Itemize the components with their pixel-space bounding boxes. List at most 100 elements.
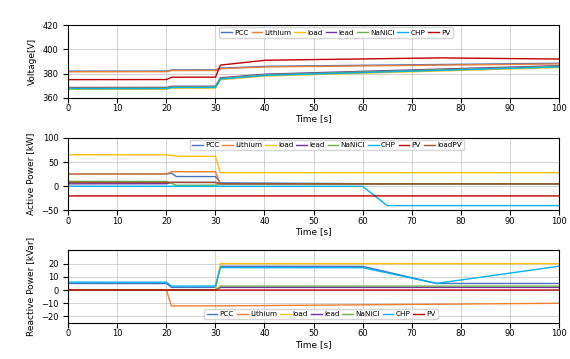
PV: [431, 194, 438, 198]
lead: [555, 285, 562, 290]
Lithium: [555, 62, 562, 66]
Line: CHP: CHP: [68, 186, 559, 206]
PV: [154, 78, 161, 82]
PV: [154, 194, 161, 198]
NaNiCl: [384, 69, 390, 73]
X-axis label: Time [s]: Time [s]: [295, 227, 332, 236]
NaNiCl: [65, 179, 72, 183]
loadPV: [384, 182, 390, 186]
lead: [65, 182, 72, 186]
Lithium: [384, 182, 391, 186]
load: [384, 70, 390, 75]
PV: [384, 194, 390, 198]
lead: [359, 285, 366, 290]
X-axis label: Time [s]: Time [s]: [295, 115, 332, 123]
Line: Lithium: Lithium: [68, 172, 559, 184]
Lithium: [65, 70, 72, 74]
CHP: [168, 284, 175, 288]
Lithium: [154, 172, 161, 176]
NaNiCl: [154, 86, 161, 90]
CHP: [253, 184, 259, 188]
NaNiCl: [468, 67, 475, 71]
NaNiCl: [173, 183, 180, 187]
Legend: PCC, Lithium, load, lead, NaNiCl, CHP, PV: PCC, Lithium, load, lead, NaNiCl, CHP, P…: [205, 309, 438, 320]
Lithium: [431, 302, 438, 306]
Line: PV: PV: [68, 58, 559, 80]
NaNiCl: [253, 284, 259, 288]
PV: [555, 57, 562, 61]
PCC: [468, 62, 475, 66]
lead: [384, 69, 390, 73]
PV: [384, 56, 390, 61]
Lithium: [431, 182, 438, 186]
CHP: [253, 74, 259, 78]
CHP: [555, 65, 562, 69]
PV: [433, 56, 439, 60]
PCC: [217, 264, 224, 269]
PV: [555, 288, 562, 292]
load: [154, 153, 161, 157]
load: [65, 288, 72, 292]
PCC: [154, 172, 161, 176]
Line: loadPV: loadPV: [68, 182, 559, 184]
PCC: [168, 171, 175, 175]
NaNiCl: [359, 284, 366, 288]
PCC: [168, 285, 175, 290]
Lithium: [168, 169, 175, 174]
PCC: [65, 172, 72, 176]
Line: lead: lead: [68, 182, 559, 184]
PV: [65, 194, 72, 198]
Lithium: [154, 70, 161, 74]
loadPV: [217, 182, 224, 186]
Lithium: [431, 63, 438, 67]
PCC: [384, 182, 391, 186]
PCC: [555, 182, 562, 186]
lead: [359, 69, 366, 74]
Lithium: [555, 301, 562, 306]
NaNiCl: [253, 73, 259, 78]
lead: [253, 73, 259, 77]
load: [431, 69, 438, 73]
Y-axis label: Voltage[V]: Voltage[V]: [28, 38, 37, 85]
load: [253, 75, 259, 79]
Lithium: [384, 64, 390, 68]
loadPV: [359, 182, 366, 186]
load: [468, 261, 475, 266]
PCC: [253, 264, 259, 269]
CHP: [65, 280, 72, 284]
CHP: [431, 68, 438, 73]
lead: [65, 85, 72, 90]
load: [468, 68, 475, 72]
CHP: [359, 70, 366, 75]
PCC: [65, 281, 72, 286]
Line: NaNiCl: NaNiCl: [68, 286, 559, 290]
Line: lead: lead: [68, 288, 559, 290]
load: [359, 71, 366, 75]
Lithium: [65, 288, 72, 292]
CHP: [468, 276, 475, 281]
NaNiCl: [555, 64, 562, 69]
PV: [253, 194, 259, 198]
load: [217, 261, 224, 266]
Line: NaNiCl: NaNiCl: [68, 181, 559, 185]
Lithium: [217, 182, 224, 186]
X-axis label: Time [s]: Time [s]: [295, 340, 332, 349]
Lithium: [384, 302, 390, 307]
PV: [359, 194, 366, 198]
lead: [168, 180, 175, 185]
Lithium: [253, 303, 259, 308]
Lithium: [468, 302, 475, 306]
lead: [431, 182, 438, 186]
Line: PCC: PCC: [68, 173, 559, 184]
CHP: [154, 87, 161, 91]
Lithium: [253, 65, 259, 69]
CHP: [384, 271, 390, 275]
PV: [253, 59, 259, 64]
lead: [253, 285, 259, 290]
PV: [65, 78, 72, 82]
loadPV: [555, 182, 562, 186]
lead: [154, 182, 161, 186]
Line: PCC: PCC: [68, 266, 559, 288]
load: [431, 171, 438, 175]
CHP: [253, 265, 259, 270]
